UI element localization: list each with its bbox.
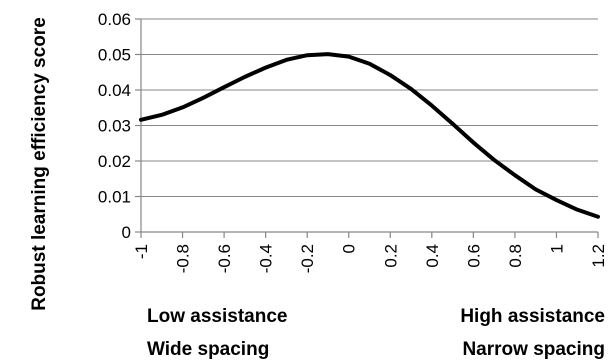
axes — [135, 18, 599, 238]
x-tick-label: -0.8 — [174, 244, 193, 273]
x-tick-label: 0.4 — [423, 244, 442, 268]
wide-spacing-label: Wide spacing — [147, 339, 269, 360]
y-tick-label: 0 — [122, 223, 131, 242]
low-assistance-label: Low assistance — [147, 306, 287, 327]
x-tick-label: -1 — [132, 244, 151, 259]
x-tick-label: -0.2 — [298, 244, 317, 273]
x-tick-label: 0.8 — [506, 244, 525, 268]
x-tick-label: 1 — [547, 244, 566, 253]
y-tick-label: 0.01 — [98, 188, 131, 207]
y-axis-label: Robust learning efficiency score — [29, 17, 50, 311]
y-tick-label: 0.02 — [98, 152, 131, 171]
y-tick-label: 0.06 — [98, 10, 131, 29]
x-tick-label: 0 — [340, 244, 359, 253]
y-tick-label: 0.04 — [98, 81, 131, 100]
x-tick-label: -0.4 — [257, 244, 276, 273]
x-tick-label: 0.6 — [464, 244, 483, 268]
high-assistance-label: High assistance — [460, 306, 605, 327]
series — [139, 52, 600, 219]
gridlines — [141, 18, 598, 197]
x-tick-label: 1.2 — [589, 244, 608, 268]
x-tick-labels: -1 -0.8 -0.6 -0.4 -0.2 0 0.2 0.4 0.6 0.8 1 1.2 — [132, 244, 608, 273]
x-tick-label: -0.6 — [215, 244, 234, 273]
narrow-spacing-label: Narrow spacing — [462, 339, 605, 360]
y-tick-label: 0.03 — [98, 117, 131, 136]
y-tick-labels: 0 0.01 0.02 0.03 0.04 0.05 0.06 — [98, 10, 131, 242]
x-tick-label: 0.2 — [381, 244, 400, 268]
y-tick-label: 0.05 — [98, 46, 131, 65]
series-line — [139, 52, 600, 219]
